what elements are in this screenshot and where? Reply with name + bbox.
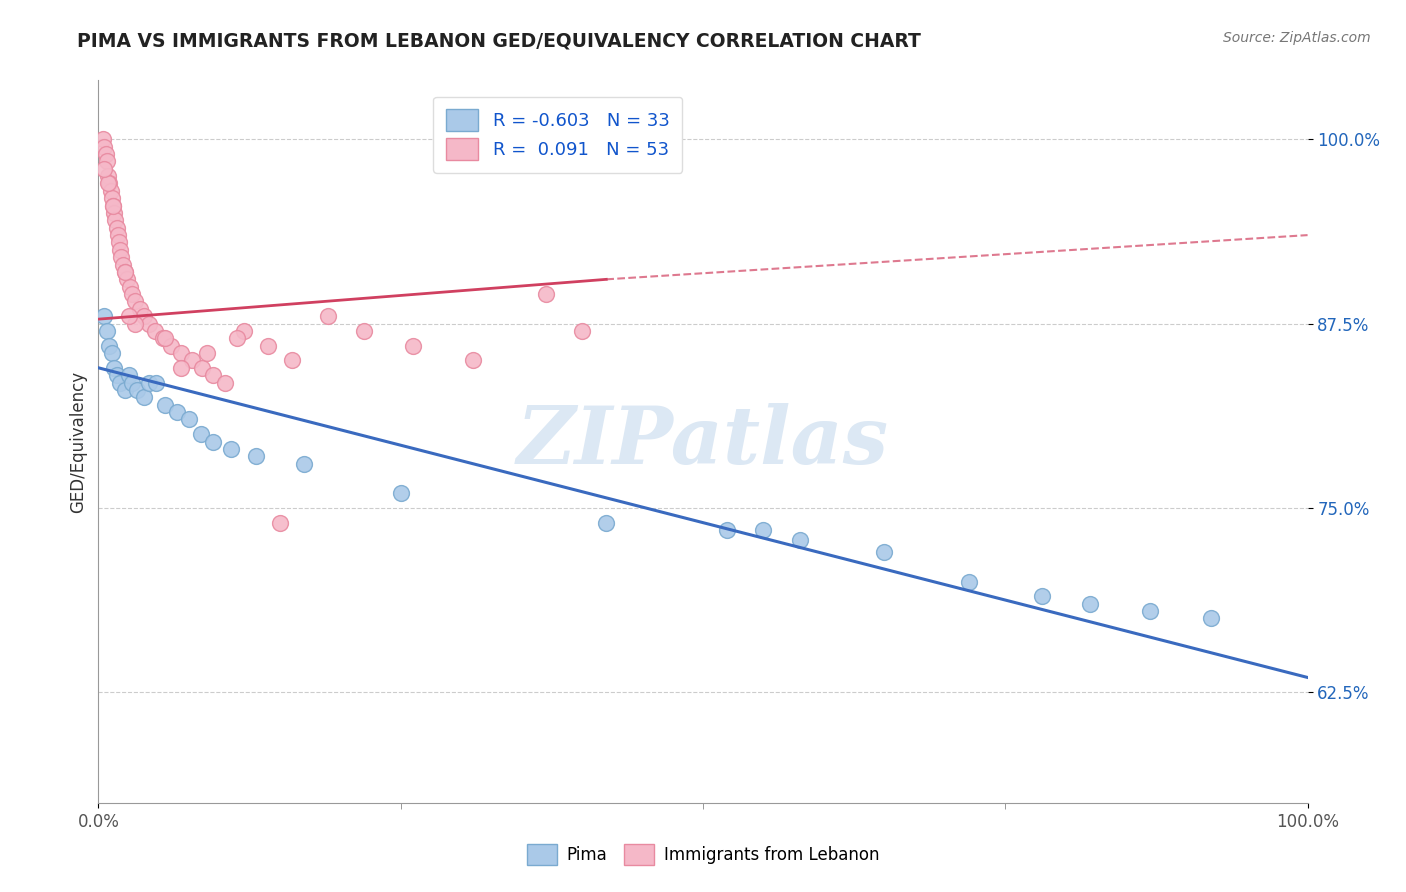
Point [292, 457, 315, 471]
Point [463, 353, 485, 368]
Point [111, 258, 134, 272]
Point [100, 346, 122, 360]
Point [124, 317, 146, 331]
Point [107, 228, 129, 243]
Point [595, 516, 617, 530]
Point [127, 383, 149, 397]
Point [103, 206, 125, 220]
Point [105, 368, 128, 383]
Point [93, 139, 115, 153]
Point [1139, 604, 1161, 618]
Point [256, 339, 278, 353]
Point [153, 331, 176, 345]
Point [716, 523, 738, 537]
Point [232, 324, 254, 338]
Point [169, 360, 191, 375]
Point [128, 301, 150, 316]
Point [117, 272, 139, 286]
Point [245, 450, 267, 464]
Point [138, 376, 160, 390]
Point [108, 243, 131, 257]
Point [108, 235, 131, 250]
Point [118, 368, 141, 383]
Point [100, 191, 122, 205]
Point [93, 161, 115, 176]
Point [789, 533, 811, 548]
Point [124, 294, 146, 309]
Point [226, 331, 249, 345]
Point [98, 177, 121, 191]
Point [180, 353, 202, 368]
Point [153, 398, 176, 412]
Text: Source: ZipAtlas.com: Source: ZipAtlas.com [1223, 31, 1371, 45]
Point [138, 317, 160, 331]
Point [214, 376, 236, 390]
Point [1078, 597, 1101, 611]
Text: ZIPatlas: ZIPatlas [517, 403, 889, 480]
Point [873, 545, 896, 559]
Point [114, 265, 136, 279]
Point [752, 523, 775, 537]
Point [91, 132, 114, 146]
Point [160, 339, 183, 353]
Legend: Pima, Immigrants from Lebanon: Pima, Immigrants from Lebanon [516, 834, 890, 875]
Point [93, 309, 115, 323]
Point [281, 353, 304, 368]
Point [94, 147, 117, 161]
Point [316, 309, 339, 323]
Point [143, 324, 166, 338]
Point [103, 360, 125, 375]
Point [110, 250, 132, 264]
Point [104, 213, 127, 227]
Point [389, 486, 412, 500]
Point [166, 405, 188, 419]
Y-axis label: GED/Equivalency: GED/Equivalency [69, 370, 87, 513]
Point [221, 442, 243, 456]
Point [97, 169, 120, 183]
Point [571, 324, 593, 338]
Point [534, 287, 557, 301]
Point [195, 346, 218, 360]
Text: PIMA VS IMMIGRANTS FROM LEBANON GED/EQUIVALENCY CORRELATION CHART: PIMA VS IMMIGRANTS FROM LEBANON GED/EQUI… [77, 31, 921, 50]
Point [96, 324, 118, 338]
Legend: R = -0.603   N = 33, R =  0.091   N = 53: R = -0.603 N = 33, R = 0.091 N = 53 [433, 96, 682, 173]
Point [121, 287, 143, 301]
Point [118, 309, 141, 323]
Point [1199, 611, 1222, 625]
Point [179, 412, 201, 426]
Point [169, 346, 191, 360]
Point [145, 376, 167, 390]
Point [108, 376, 131, 390]
Point [114, 265, 136, 279]
Point [105, 220, 128, 235]
Point [101, 199, 124, 213]
Point [134, 309, 156, 323]
Point [190, 427, 212, 442]
Point [152, 331, 174, 345]
Point [202, 434, 225, 449]
Point [118, 279, 141, 293]
Point [96, 154, 118, 169]
Point [191, 360, 214, 375]
Point [402, 339, 425, 353]
Point [353, 324, 375, 338]
Point [202, 368, 225, 383]
Point [100, 184, 122, 198]
Point [269, 516, 291, 530]
Point [101, 199, 124, 213]
Point [97, 177, 120, 191]
Point [121, 376, 143, 390]
Point [957, 574, 980, 589]
Point [1031, 590, 1053, 604]
Point [114, 383, 136, 397]
Point [134, 390, 156, 404]
Point [98, 339, 121, 353]
